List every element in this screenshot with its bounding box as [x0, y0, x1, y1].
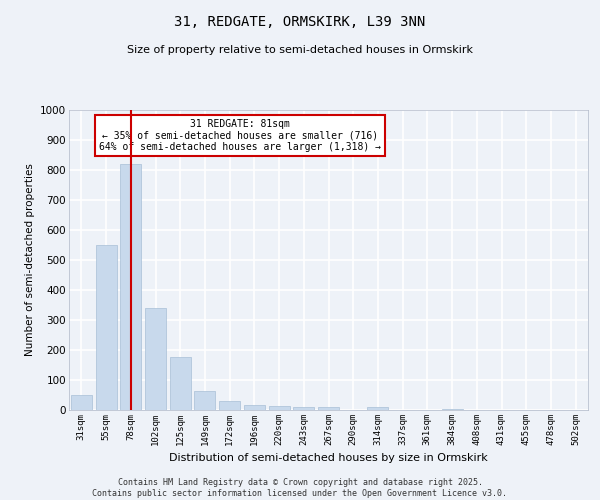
Bar — [269, 406, 290, 410]
Bar — [367, 407, 388, 410]
Bar — [170, 356, 191, 410]
Bar — [293, 407, 314, 410]
Bar — [120, 164, 141, 410]
Bar — [194, 390, 215, 410]
Y-axis label: Number of semi-detached properties: Number of semi-detached properties — [25, 164, 35, 356]
Text: Contains HM Land Registry data © Crown copyright and database right 2025.
Contai: Contains HM Land Registry data © Crown c… — [92, 478, 508, 498]
Bar — [95, 245, 116, 410]
Bar — [71, 395, 92, 410]
Text: Size of property relative to semi-detached houses in Ormskirk: Size of property relative to semi-detach… — [127, 45, 473, 55]
Bar — [318, 407, 339, 410]
Bar — [219, 401, 240, 410]
Bar — [244, 404, 265, 410]
Bar — [442, 408, 463, 410]
X-axis label: Distribution of semi-detached houses by size in Ormskirk: Distribution of semi-detached houses by … — [169, 454, 488, 464]
Text: 31 REDGATE: 81sqm
← 35% of semi-detached houses are smaller (716)
64% of semi-de: 31 REDGATE: 81sqm ← 35% of semi-detached… — [99, 119, 381, 152]
Bar — [145, 308, 166, 410]
Text: 31, REDGATE, ORMSKIRK, L39 3NN: 31, REDGATE, ORMSKIRK, L39 3NN — [175, 15, 425, 29]
